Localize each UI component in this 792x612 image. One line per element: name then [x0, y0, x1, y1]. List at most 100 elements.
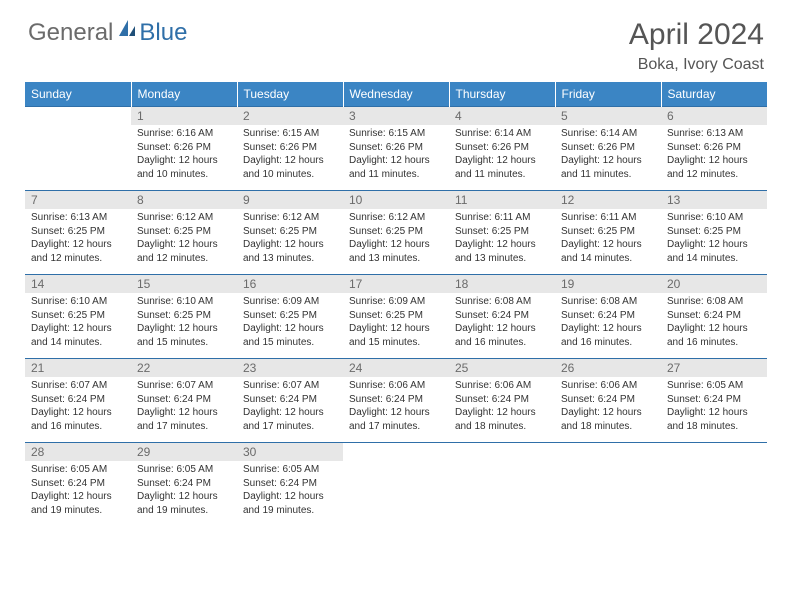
calendar-cell: 18Sunrise: 6:08 AMSunset: 6:24 PMDayligh… [449, 275, 555, 359]
calendar-cell [449, 443, 555, 527]
day-number: 22 [131, 359, 237, 377]
day-number: 2 [237, 107, 343, 125]
day-number-empty [661, 443, 767, 461]
day-number: 16 [237, 275, 343, 293]
calendar-cell: 15Sunrise: 6:10 AMSunset: 6:25 PMDayligh… [131, 275, 237, 359]
weekday-header: Tuesday [237, 82, 343, 107]
page-header: General Blue April 2024 Boka, Ivory Coas… [0, 0, 792, 82]
day-number-empty [555, 443, 661, 461]
day-number: 4 [449, 107, 555, 125]
day-details: Sunrise: 6:14 AMSunset: 6:26 PMDaylight:… [449, 125, 555, 183]
day-number: 5 [555, 107, 661, 125]
brand-blue: Blue [139, 19, 187, 47]
calendar-cell: 7Sunrise: 6:13 AMSunset: 6:25 PMDaylight… [25, 191, 131, 275]
calendar-cell: 20Sunrise: 6:08 AMSunset: 6:24 PMDayligh… [661, 275, 767, 359]
calendar-cell: 8Sunrise: 6:12 AMSunset: 6:25 PMDaylight… [131, 191, 237, 275]
day-number-empty [25, 107, 131, 125]
day-details: Sunrise: 6:06 AMSunset: 6:24 PMDaylight:… [343, 377, 449, 435]
calendar-cell: 2Sunrise: 6:15 AMSunset: 6:26 PMDaylight… [237, 107, 343, 191]
day-details: Sunrise: 6:15 AMSunset: 6:26 PMDaylight:… [343, 125, 449, 183]
day-details: Sunrise: 6:10 AMSunset: 6:25 PMDaylight:… [131, 293, 237, 351]
day-number: 17 [343, 275, 449, 293]
calendar-cell: 12Sunrise: 6:11 AMSunset: 6:25 PMDayligh… [555, 191, 661, 275]
day-details: Sunrise: 6:13 AMSunset: 6:25 PMDaylight:… [25, 209, 131, 267]
day-number: 8 [131, 191, 237, 209]
day-number: 19 [555, 275, 661, 293]
weekday-header: Sunday [25, 82, 131, 107]
calendar-cell: 27Sunrise: 6:05 AMSunset: 6:24 PMDayligh… [661, 359, 767, 443]
calendar-cell [25, 107, 131, 191]
weekday-row: SundayMondayTuesdayWednesdayThursdayFrid… [25, 82, 767, 107]
day-details: Sunrise: 6:05 AMSunset: 6:24 PMDaylight:… [25, 461, 131, 519]
calendar-row: 21Sunrise: 6:07 AMSunset: 6:24 PMDayligh… [25, 359, 767, 443]
day-details: Sunrise: 6:07 AMSunset: 6:24 PMDaylight:… [25, 377, 131, 435]
day-details: Sunrise: 6:10 AMSunset: 6:25 PMDaylight:… [661, 209, 767, 267]
calendar-cell: 5Sunrise: 6:14 AMSunset: 6:26 PMDaylight… [555, 107, 661, 191]
brand-general: General [28, 19, 113, 47]
calendar-cell [555, 443, 661, 527]
day-details: Sunrise: 6:06 AMSunset: 6:24 PMDaylight:… [449, 377, 555, 435]
brand-logo: General Blue [28, 18, 187, 47]
day-details: Sunrise: 6:08 AMSunset: 6:24 PMDaylight:… [449, 293, 555, 351]
day-details: Sunrise: 6:14 AMSunset: 6:26 PMDaylight:… [555, 125, 661, 183]
title-block: April 2024 Boka, Ivory Coast [629, 18, 764, 74]
day-details: Sunrise: 6:07 AMSunset: 6:24 PMDaylight:… [131, 377, 237, 435]
weekday-header: Monday [131, 82, 237, 107]
calendar-table: SundayMondayTuesdayWednesdayThursdayFrid… [25, 82, 767, 527]
day-details: Sunrise: 6:05 AMSunset: 6:24 PMDaylight:… [237, 461, 343, 519]
day-details: Sunrise: 6:10 AMSunset: 6:25 PMDaylight:… [25, 293, 131, 351]
day-details: Sunrise: 6:08 AMSunset: 6:24 PMDaylight:… [661, 293, 767, 351]
calendar-cell: 24Sunrise: 6:06 AMSunset: 6:24 PMDayligh… [343, 359, 449, 443]
day-details: Sunrise: 6:11 AMSunset: 6:25 PMDaylight:… [449, 209, 555, 267]
day-details: Sunrise: 6:05 AMSunset: 6:24 PMDaylight:… [661, 377, 767, 435]
calendar-cell: 17Sunrise: 6:09 AMSunset: 6:25 PMDayligh… [343, 275, 449, 359]
weekday-header: Thursday [449, 82, 555, 107]
day-number-empty [449, 443, 555, 461]
calendar-cell: 29Sunrise: 6:05 AMSunset: 6:24 PMDayligh… [131, 443, 237, 527]
calendar-cell: 14Sunrise: 6:10 AMSunset: 6:25 PMDayligh… [25, 275, 131, 359]
day-number: 11 [449, 191, 555, 209]
calendar-row: 1Sunrise: 6:16 AMSunset: 6:26 PMDaylight… [25, 107, 767, 191]
day-number: 23 [237, 359, 343, 377]
day-details: Sunrise: 6:09 AMSunset: 6:25 PMDaylight:… [343, 293, 449, 351]
calendar-cell: 11Sunrise: 6:11 AMSunset: 6:25 PMDayligh… [449, 191, 555, 275]
day-number: 30 [237, 443, 343, 461]
day-number: 20 [661, 275, 767, 293]
calendar-row: 14Sunrise: 6:10 AMSunset: 6:25 PMDayligh… [25, 275, 767, 359]
day-number: 18 [449, 275, 555, 293]
calendar-head: SundayMondayTuesdayWednesdayThursdayFrid… [25, 82, 767, 107]
day-number: 28 [25, 443, 131, 461]
calendar-cell: 25Sunrise: 6:06 AMSunset: 6:24 PMDayligh… [449, 359, 555, 443]
calendar-cell: 28Sunrise: 6:05 AMSunset: 6:24 PMDayligh… [25, 443, 131, 527]
day-number: 15 [131, 275, 237, 293]
day-number: 6 [661, 107, 767, 125]
calendar-cell: 19Sunrise: 6:08 AMSunset: 6:24 PMDayligh… [555, 275, 661, 359]
calendar-cell: 23Sunrise: 6:07 AMSunset: 6:24 PMDayligh… [237, 359, 343, 443]
calendar-row: 28Sunrise: 6:05 AMSunset: 6:24 PMDayligh… [25, 443, 767, 527]
calendar-cell: 3Sunrise: 6:15 AMSunset: 6:26 PMDaylight… [343, 107, 449, 191]
month-title: April 2024 [629, 18, 764, 52]
day-details: Sunrise: 6:06 AMSunset: 6:24 PMDaylight:… [555, 377, 661, 435]
day-number: 26 [555, 359, 661, 377]
day-number: 25 [449, 359, 555, 377]
day-number: 10 [343, 191, 449, 209]
day-details: Sunrise: 6:11 AMSunset: 6:25 PMDaylight:… [555, 209, 661, 267]
calendar-cell: 21Sunrise: 6:07 AMSunset: 6:24 PMDayligh… [25, 359, 131, 443]
location-label: Boka, Ivory Coast [629, 56, 764, 74]
calendar-cell: 16Sunrise: 6:09 AMSunset: 6:25 PMDayligh… [237, 275, 343, 359]
calendar-cell: 1Sunrise: 6:16 AMSunset: 6:26 PMDaylight… [131, 107, 237, 191]
day-number: 9 [237, 191, 343, 209]
calendar-cell [343, 443, 449, 527]
calendar-cell: 4Sunrise: 6:14 AMSunset: 6:26 PMDaylight… [449, 107, 555, 191]
day-details: Sunrise: 6:12 AMSunset: 6:25 PMDaylight:… [343, 209, 449, 267]
day-number: 21 [25, 359, 131, 377]
weekday-header: Wednesday [343, 82, 449, 107]
day-number: 29 [131, 443, 237, 461]
day-details: Sunrise: 6:16 AMSunset: 6:26 PMDaylight:… [131, 125, 237, 183]
day-details: Sunrise: 6:15 AMSunset: 6:26 PMDaylight:… [237, 125, 343, 183]
calendar-cell [661, 443, 767, 527]
day-details: Sunrise: 6:09 AMSunset: 6:25 PMDaylight:… [237, 293, 343, 351]
calendar-cell: 10Sunrise: 6:12 AMSunset: 6:25 PMDayligh… [343, 191, 449, 275]
day-number: 7 [25, 191, 131, 209]
day-number: 3 [343, 107, 449, 125]
